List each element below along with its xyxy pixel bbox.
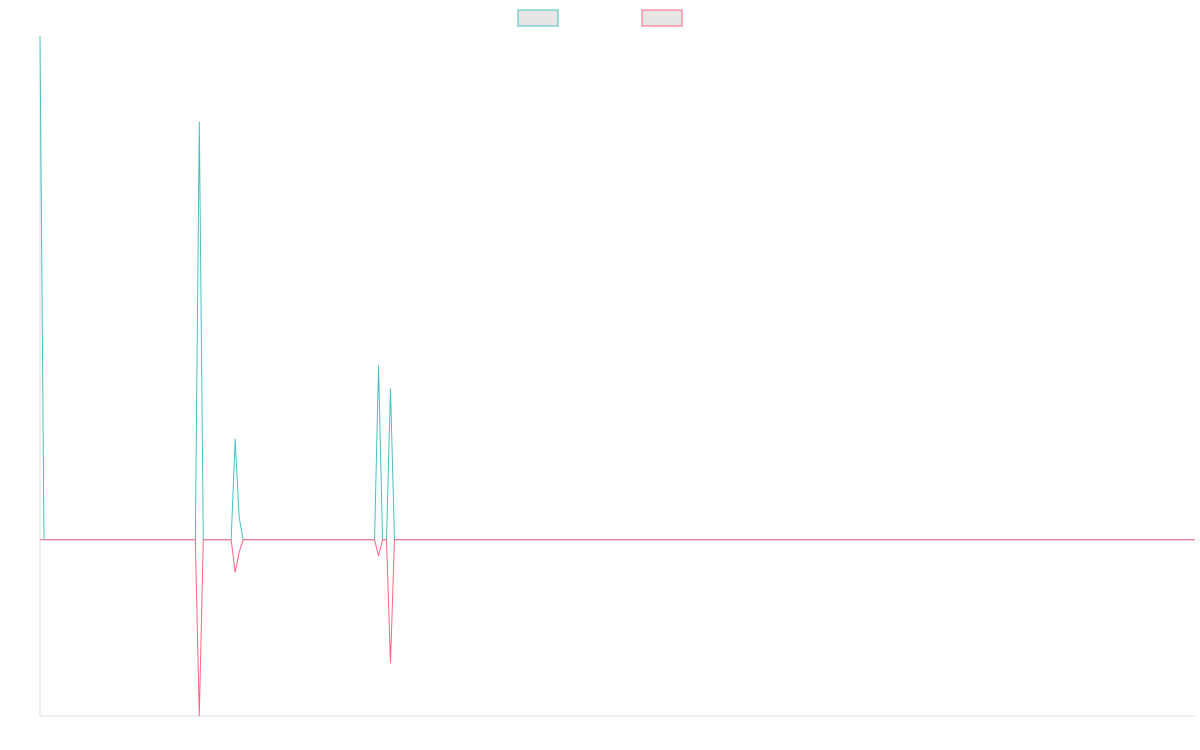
legend-swatch-2[interactable] xyxy=(641,9,683,27)
legend xyxy=(517,9,683,27)
series-line-1 xyxy=(39,35,1195,541)
series-layer xyxy=(39,35,1195,717)
legend-swatch-1[interactable] xyxy=(517,9,559,27)
axes xyxy=(39,36,1195,717)
series-line-2 xyxy=(40,539,1195,717)
